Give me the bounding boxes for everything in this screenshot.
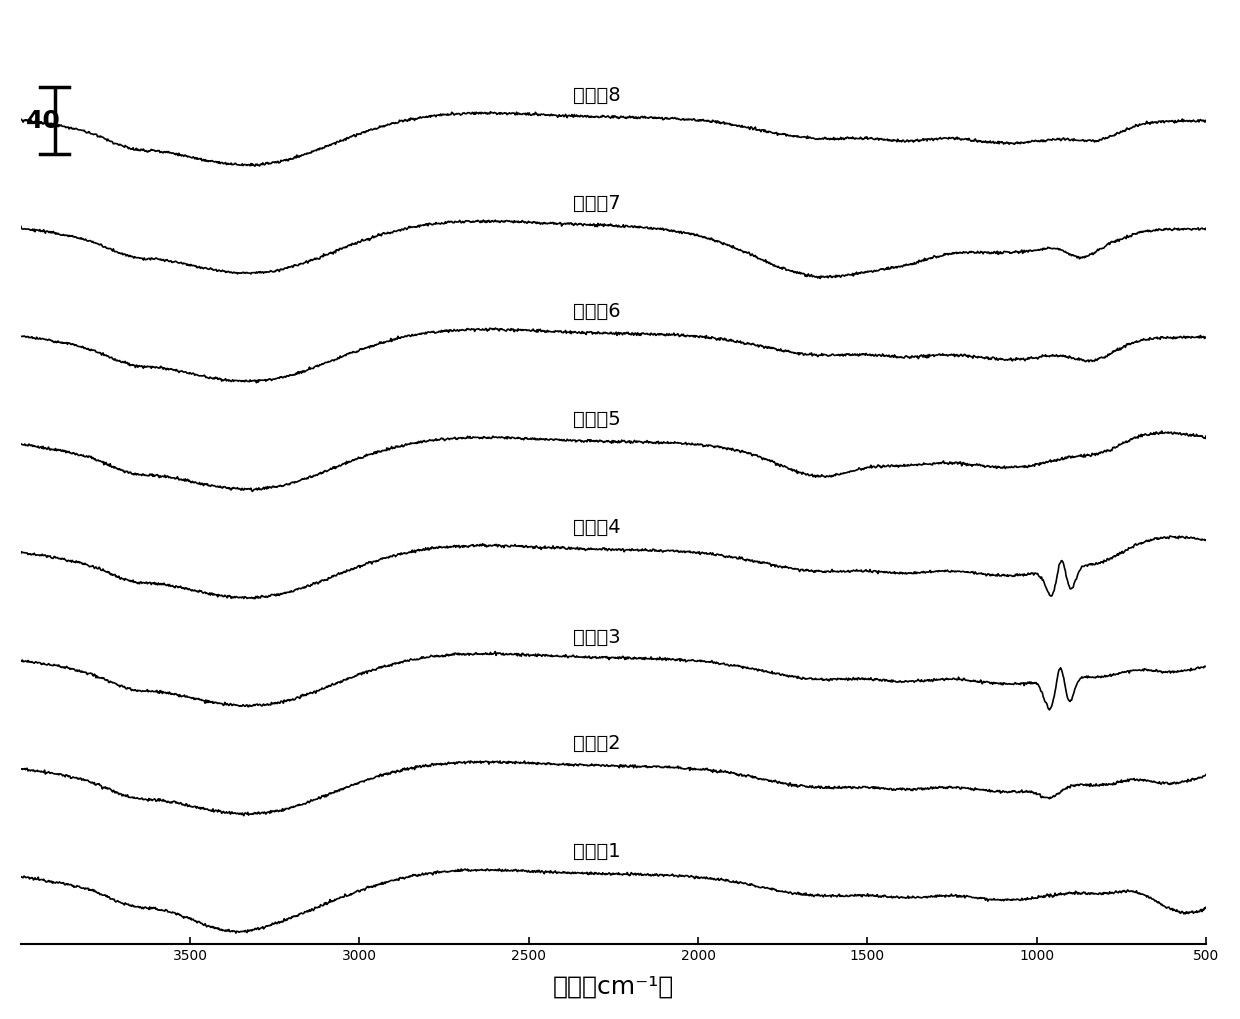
Text: 实施例5: 实施例5	[573, 410, 620, 429]
Text: 实施例7: 实施例7	[573, 195, 620, 213]
Text: 实施例3: 实施例3	[573, 628, 620, 647]
X-axis label: 波数（cm⁻¹）: 波数（cm⁻¹）	[553, 974, 675, 999]
Text: 实施例1: 实施例1	[573, 843, 620, 861]
Text: 实施例2: 实施例2	[573, 734, 620, 753]
Text: 实施例4: 实施例4	[573, 519, 620, 537]
Text: 实施例8: 实施例8	[573, 86, 620, 105]
Text: 40: 40	[26, 109, 61, 132]
Text: 实施例6: 实施例6	[573, 303, 620, 321]
